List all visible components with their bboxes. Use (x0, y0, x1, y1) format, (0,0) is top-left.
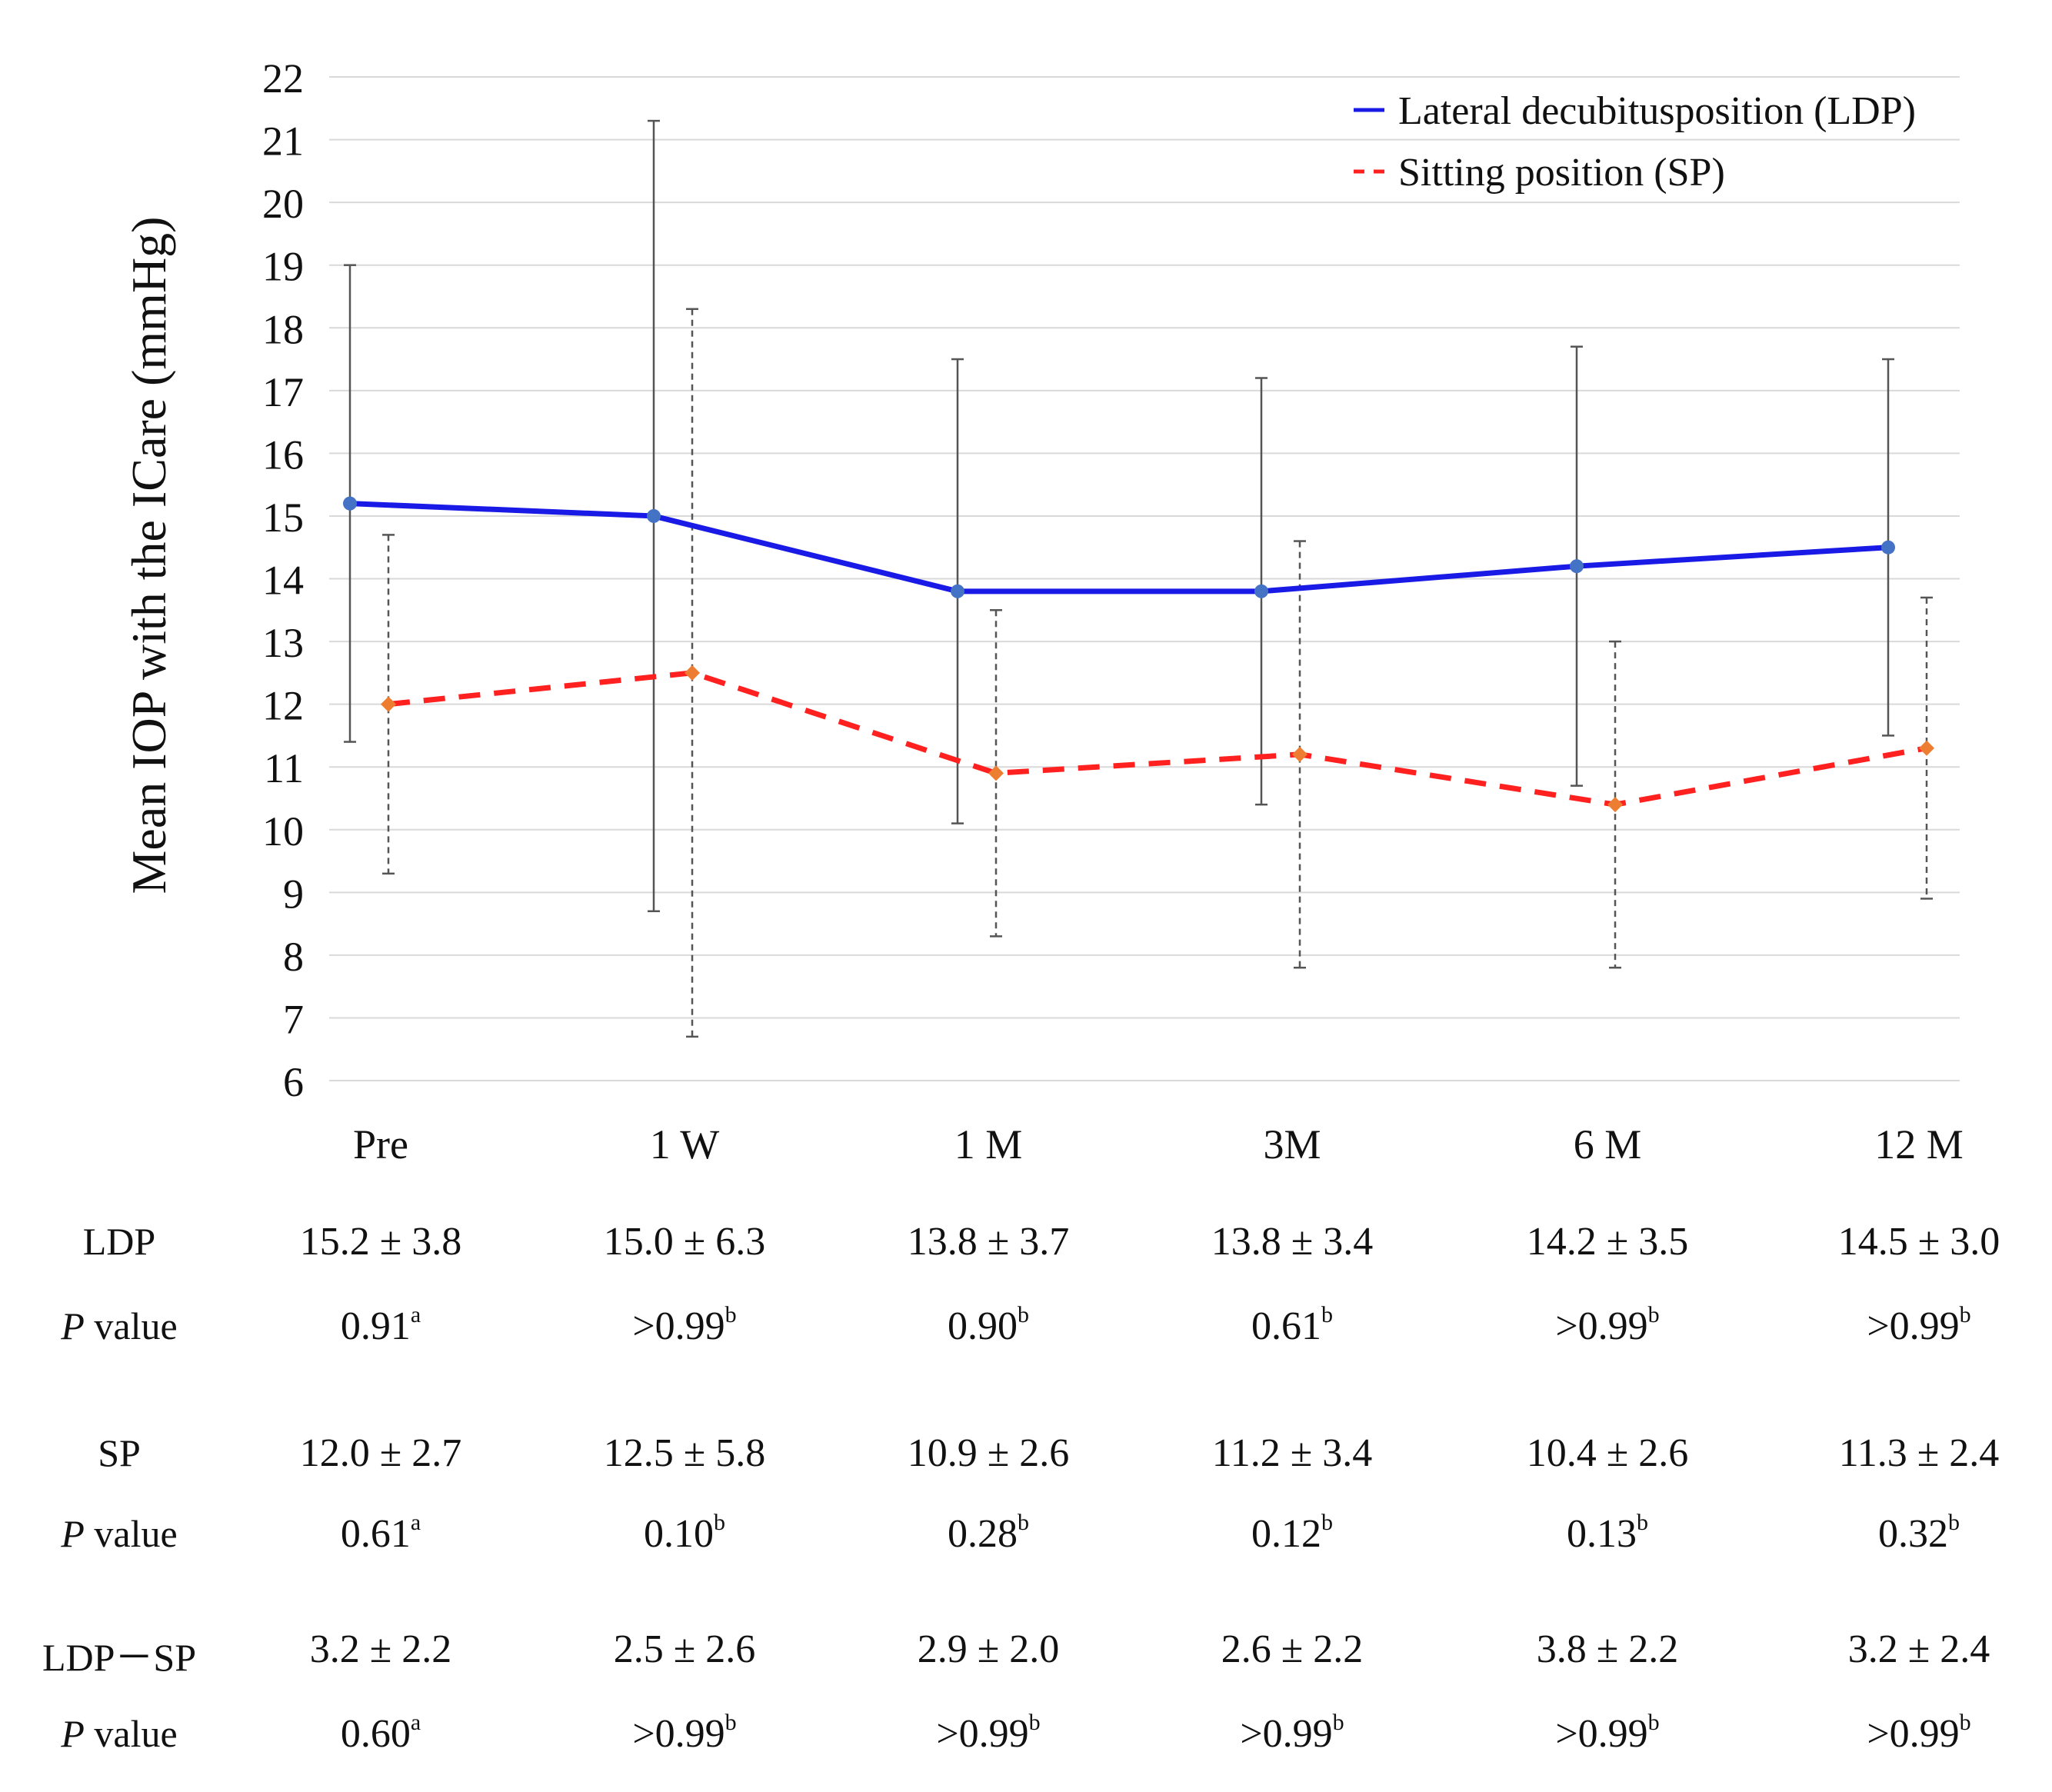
ldp-data-point (1570, 559, 1584, 574)
x-tick-label: 6 M (1574, 1121, 1642, 1167)
y-tick-label: 13 (262, 620, 304, 666)
y-tick-label: 20 (262, 181, 304, 227)
series-lines (349, 501, 1927, 808)
ldp-data-point (951, 584, 964, 598)
ldp-data-point (343, 496, 357, 511)
sp-data-point (381, 696, 396, 712)
x-tick-label: 1 W (650, 1121, 720, 1167)
y-axis-ticks: 6 7 8 9 10 11 12 13 14 15 16 17 18 19 20 21 22 (262, 55, 304, 1105)
series-markers (343, 496, 1934, 813)
sp-data-point (685, 665, 700, 681)
y-tick-label: 10 (262, 808, 304, 854)
legend-label: Sitting position (SP) (1398, 151, 1725, 195)
y-axis-label: Mean IOP with the ICare (mmHg) (122, 217, 176, 894)
y-tick-label: 9 (283, 871, 304, 917)
ldp-data-point (1881, 540, 1895, 555)
x-tick-label: 3M (1263, 1121, 1321, 1167)
y-tick-label: 15 (262, 495, 304, 541)
y-tick-label: 12 (262, 683, 304, 729)
ldp-data-point (647, 508, 661, 523)
legend: Lateral decubitusposition (LDP) Sitting p… (1354, 89, 1916, 195)
y-tick-label: 19 (262, 244, 304, 290)
y-tick-label: 17 (262, 369, 304, 415)
x-axis-ticks: Pre 1 W 1 M 3M 6 M 12 M (353, 1121, 1964, 1167)
y-tick-label: 6 (283, 1059, 304, 1105)
x-tick-label: 1 M (954, 1121, 1023, 1167)
y-tick-label: 7 (283, 996, 304, 1042)
y-tick-label: 16 (262, 431, 304, 478)
y-tick-label: 14 (262, 558, 304, 604)
sp-data-point (1292, 746, 1307, 762)
x-tick-label: Pre (353, 1121, 408, 1167)
ldp-data-point (1254, 584, 1268, 598)
gridlines (329, 76, 1960, 1081)
sp-data-point (1919, 740, 1934, 756)
y-tick-label: 22 (262, 55, 304, 102)
y-tick-label: 18 (262, 306, 304, 352)
sp-data-point (1607, 797, 1623, 813)
legend-label: Lateral decubitusposition (LDP) (1398, 89, 1916, 133)
y-tick-label: 21 (262, 118, 304, 165)
x-tick-label: 12 M (1874, 1121, 1964, 1167)
sp-series-line (388, 670, 1927, 808)
ldp-series-line (349, 501, 1889, 595)
y-tick-label: 8 (283, 934, 304, 980)
y-tick-label: 11 (264, 745, 304, 791)
sp-data-point (988, 765, 1004, 781)
